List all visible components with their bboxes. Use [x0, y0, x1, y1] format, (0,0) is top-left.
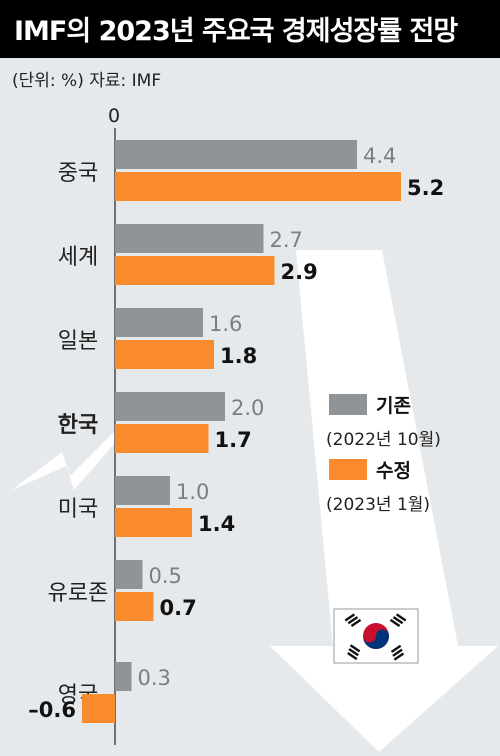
- bar-prior: [115, 476, 170, 505]
- zigzag-shape: [12, 430, 116, 490]
- value-label-revised: 1.4: [198, 512, 235, 536]
- bar-revised: [115, 424, 209, 453]
- bar-prior: [115, 140, 357, 169]
- category-label: 중국: [58, 161, 98, 186]
- bar-prior: [115, 308, 203, 337]
- category-label: 세계: [58, 245, 98, 270]
- bar-revised: [82, 694, 115, 723]
- value-label-revised: 1.7: [215, 428, 252, 452]
- legend-prior-sub: (2022년 10월): [326, 430, 441, 450]
- trend-arrow-shape: [270, 250, 498, 752]
- legend-swatch-revised: [329, 459, 367, 480]
- value-label-prior: 4.4: [363, 144, 396, 168]
- korean-flag-icon: [333, 608, 419, 664]
- bar-revised: [115, 256, 275, 285]
- legend: 기존 (2022년 10월) 수정 (2023년 1월): [326, 394, 441, 515]
- value-label-prior: 0.5: [149, 564, 182, 588]
- value-label-prior: 1.6: [209, 312, 242, 336]
- value-label-revised: 0.7: [160, 596, 197, 620]
- legend-prior-label: 기존: [376, 395, 411, 417]
- value-label-prior: 0.3: [138, 666, 171, 690]
- page-title: IMF의 2023년 주요국 경제성장률 전망: [14, 16, 458, 47]
- title-bar: IMF의 2023년 주요국 경제성장률 전망: [0, 0, 500, 58]
- unit-source-note: (단위: %) 자료: IMF: [12, 71, 162, 91]
- value-label-revised: 2.9: [281, 260, 318, 284]
- value-label-revised: 5.2: [407, 176, 444, 200]
- category-label: 미국: [58, 497, 98, 522]
- bar-prior: [115, 560, 143, 589]
- category-label: 일본: [58, 329, 98, 354]
- value-label-revised: –0.6: [28, 698, 76, 722]
- category-label: 유로존: [48, 581, 109, 606]
- value-label-prior: 2.7: [270, 228, 303, 252]
- bar-prior: [115, 662, 132, 691]
- bar-revised: [115, 340, 214, 369]
- value-label-revised: 1.8: [220, 344, 257, 368]
- bar-revised: [115, 508, 192, 537]
- legend-revised-sub: (2023년 1월): [326, 495, 430, 515]
- value-label-prior: 1.0: [176, 480, 209, 504]
- bar-revised: [115, 592, 154, 621]
- bar-prior: [115, 224, 264, 253]
- legend-revised-label: 수정: [376, 460, 411, 482]
- bar-revised: [115, 172, 401, 201]
- legend-swatch-prior: [329, 394, 367, 415]
- bar-prior: [115, 392, 225, 421]
- axis-zero-label: 0: [108, 105, 120, 127]
- value-label-prior: 2.0: [231, 396, 264, 420]
- category-label: 한국: [58, 413, 98, 438]
